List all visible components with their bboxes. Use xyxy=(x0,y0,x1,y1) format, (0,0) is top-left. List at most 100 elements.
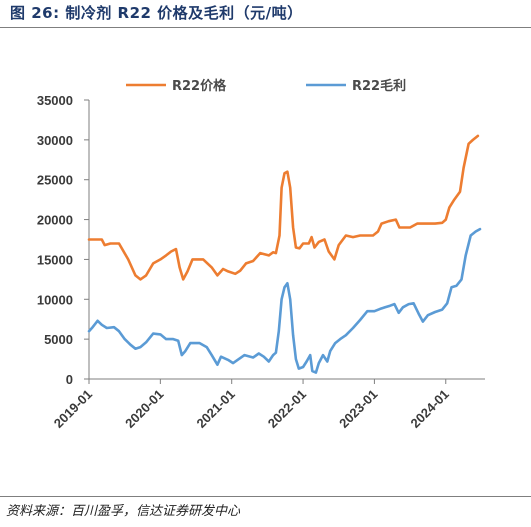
data-point xyxy=(180,354,183,356)
data-point xyxy=(243,354,246,356)
data-point xyxy=(234,272,237,275)
data-point xyxy=(384,306,386,309)
legend-label-1: R22价格 xyxy=(172,78,227,94)
data-point xyxy=(259,252,262,255)
data-point xyxy=(409,226,411,229)
legend-label-2: R22毛利 xyxy=(352,78,406,94)
source-divider xyxy=(0,496,531,497)
data-point xyxy=(453,198,456,201)
y-tick-label: 0 xyxy=(66,372,73,387)
data-point xyxy=(232,362,235,364)
data-point xyxy=(311,370,314,372)
data-point xyxy=(100,323,103,326)
data-point xyxy=(387,220,390,223)
data-point xyxy=(105,327,108,329)
data-point xyxy=(422,320,424,323)
data-point xyxy=(283,172,286,175)
data-point xyxy=(366,234,369,237)
data-point xyxy=(227,359,230,361)
data-point xyxy=(380,222,383,225)
data-point xyxy=(127,258,130,261)
data-point xyxy=(393,303,396,305)
data-point xyxy=(446,302,449,305)
data-point xyxy=(280,186,283,189)
data-point xyxy=(109,242,112,245)
data-point xyxy=(118,330,120,333)
data-point xyxy=(317,241,320,243)
data-point xyxy=(182,278,185,281)
y-tick-label: 15000 xyxy=(37,252,73,267)
y-tick-label: 35000 xyxy=(37,93,73,108)
data-point xyxy=(267,254,270,257)
data-point xyxy=(460,278,463,281)
data-point xyxy=(307,242,310,245)
data-point xyxy=(186,270,189,273)
data-point xyxy=(352,236,354,239)
data-point xyxy=(394,218,397,221)
data-point xyxy=(334,342,337,344)
data-point xyxy=(398,226,401,229)
y-tick-label: 25000 xyxy=(37,173,73,188)
data-point xyxy=(345,334,347,337)
data-point xyxy=(252,356,255,359)
data-point xyxy=(172,338,175,340)
data-point xyxy=(407,303,410,305)
series-1 xyxy=(87,134,480,281)
data-point xyxy=(474,230,477,233)
x-tick-label: 2022-01 xyxy=(265,387,309,431)
data-point xyxy=(329,350,332,352)
chart-legend: R22价格 R22毛利 xyxy=(126,78,406,94)
data-point xyxy=(309,354,312,356)
data-point xyxy=(462,166,465,169)
data-point xyxy=(245,262,247,265)
data-point xyxy=(298,247,301,250)
chart-series xyxy=(87,134,482,374)
data-point xyxy=(134,347,137,350)
data-point xyxy=(326,360,329,363)
data-point xyxy=(412,302,415,305)
data-point xyxy=(139,346,142,348)
data-point xyxy=(184,350,187,352)
data-point xyxy=(402,306,404,309)
data-point xyxy=(441,308,444,311)
data-point xyxy=(469,234,472,237)
data-point xyxy=(165,338,168,340)
data-point xyxy=(170,250,173,253)
data-point xyxy=(267,360,270,363)
data-point xyxy=(237,358,240,360)
data-point xyxy=(252,260,255,262)
data-point xyxy=(239,269,242,272)
data-point xyxy=(295,246,297,249)
data-point xyxy=(272,354,274,356)
data-point xyxy=(359,234,361,237)
data-point xyxy=(129,343,132,346)
data-point xyxy=(165,254,168,257)
data-point xyxy=(88,330,90,333)
data-point xyxy=(377,230,379,233)
data-point xyxy=(302,366,304,368)
data-point xyxy=(145,341,148,344)
data-point xyxy=(286,282,289,285)
data-point xyxy=(198,342,201,344)
data-point xyxy=(159,333,162,336)
data-point xyxy=(313,246,316,249)
data-point xyxy=(417,312,420,315)
data-point xyxy=(441,221,444,224)
data-point xyxy=(423,222,426,225)
data-point xyxy=(139,278,142,281)
y-tick-label: 10000 xyxy=(37,292,73,307)
data-point xyxy=(178,266,181,269)
data-point xyxy=(379,308,381,310)
x-tick-label: 2020-01 xyxy=(122,387,166,431)
data-point xyxy=(205,346,208,348)
data-point xyxy=(373,310,376,313)
data-point xyxy=(327,250,330,253)
data-point xyxy=(222,268,225,270)
data-point xyxy=(472,139,474,141)
data-point xyxy=(216,363,219,366)
data-point xyxy=(189,342,192,344)
data-point xyxy=(464,254,467,257)
data-point xyxy=(477,135,479,137)
data-point xyxy=(262,355,265,358)
